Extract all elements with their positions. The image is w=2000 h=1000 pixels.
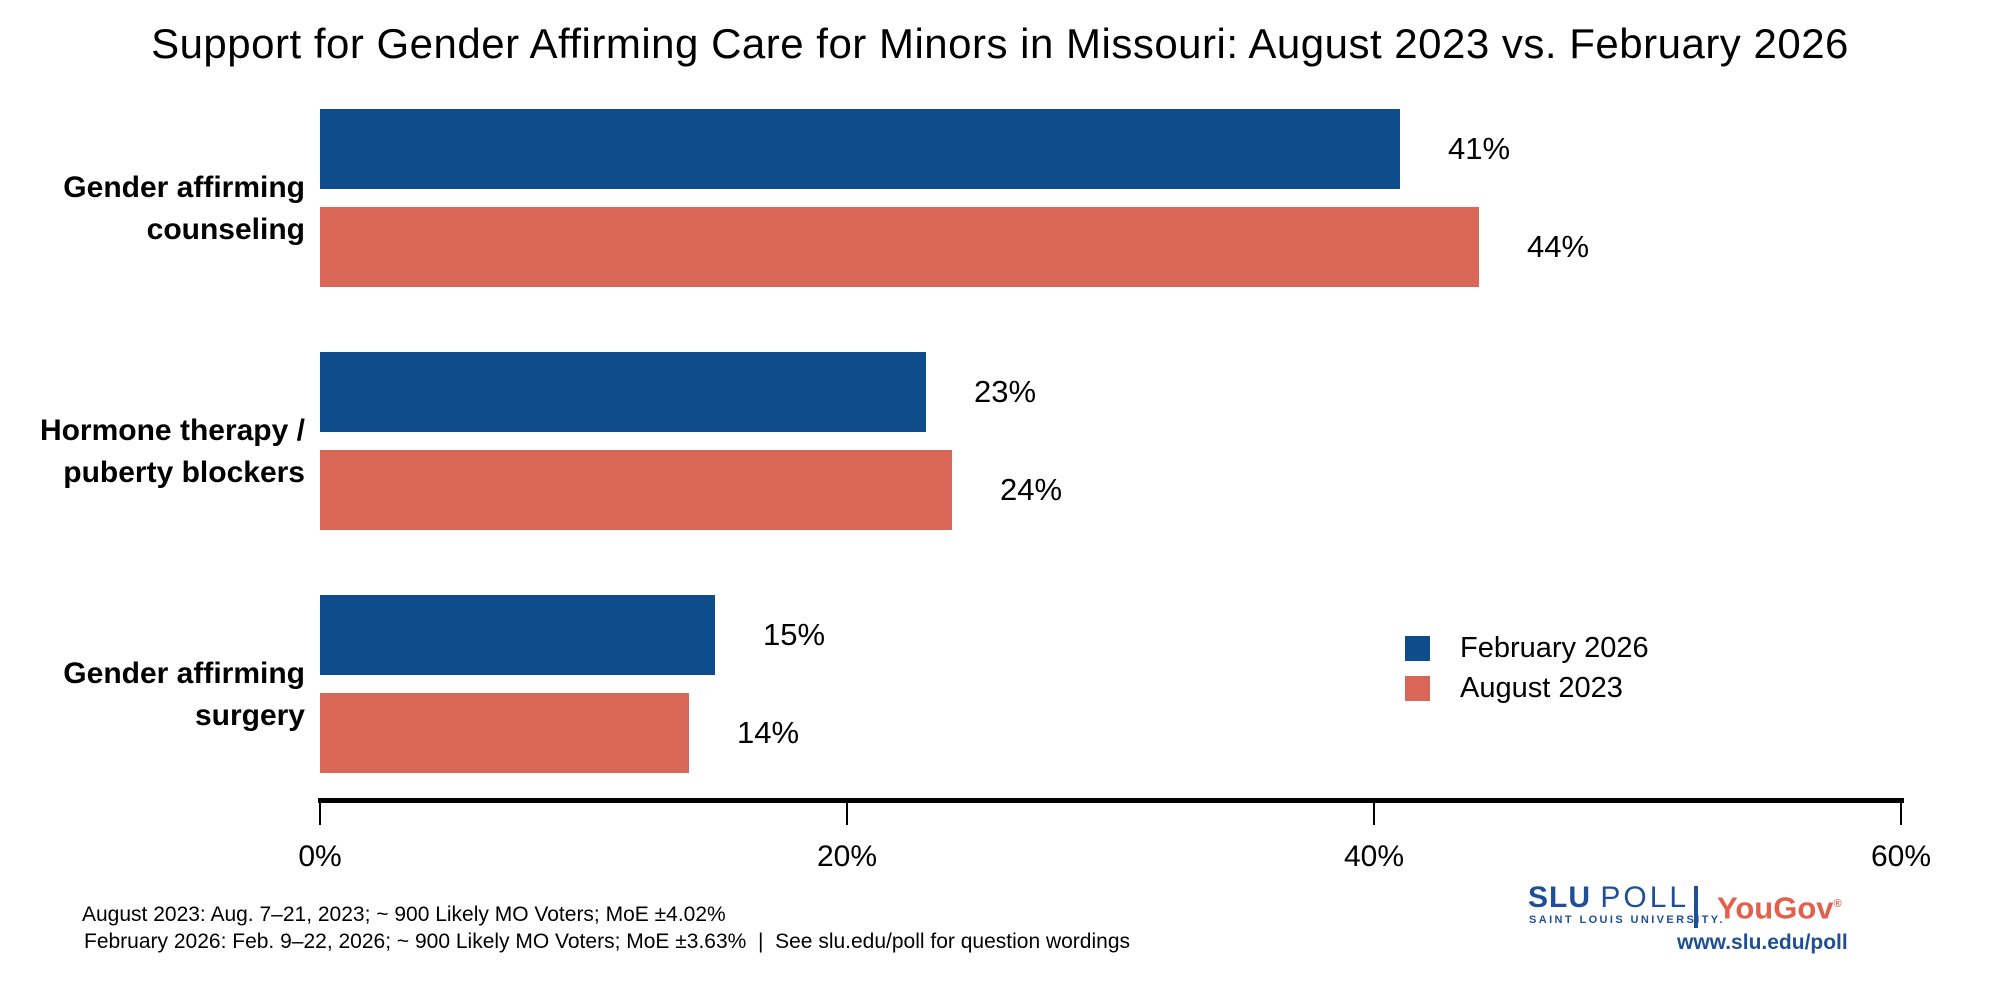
slu-poll-url: www.slu.edu/poll [1677,931,1848,954]
bar-february-2026-counseling [320,109,1400,189]
bar-february-2026-hormone-therapy [320,352,926,432]
registered-mark-icon: ® [1833,898,1842,910]
bar-row: 41% [320,109,1510,189]
legend-swatch-february-2026 [1405,635,1430,661]
category-label-surgery: Gender affirming surgery [0,653,305,737]
saint-louis-university-text: SAINT LOUIS UNIVERSITY. [1529,914,1725,926]
bar-august-2023-surgery [320,693,689,773]
tick-mark [1373,798,1375,825]
yougov-text: YouGov [1717,890,1834,926]
legend-item-august-2023: August 2023 [1405,668,1649,708]
bar-value-label: 15% [763,617,826,652]
tick-mark [1900,798,1902,825]
tick-mark [846,798,848,825]
legend: February 2026 August 2023 [1405,628,1649,708]
bar-august-2023-counseling [320,207,1479,287]
bar-value-label: 41% [1448,131,1511,166]
category-label-counseling: Gender affirming counseling [0,167,305,251]
footnote-august-2023: August 2023: Aug. 7–21, 2023; ~ 900 Like… [82,903,726,926]
x-axis-line [318,798,1904,803]
bar-row: 15% [320,595,825,675]
bar-value-label: 44% [1527,229,1590,264]
legend-item-february-2026: February 2026 [1405,628,1649,668]
brand-divider-bar [1694,886,1698,928]
bar-february-2026-surgery [320,595,715,675]
bar-value-label: 24% [1000,472,1063,507]
category-label-line: Gender affirming [63,657,305,690]
bar-row: 14% [320,693,799,773]
category-label-hormone-therapy: Hormone therapy / puberty blockers [0,410,305,494]
x-axis: 0% 20% 40% 60% [298,798,1931,888]
bar-row: 44% [320,207,1589,287]
bar-value-label: 23% [974,374,1037,409]
x-tick-label: 0% [298,840,342,873]
bar-row: 24% [320,450,1062,530]
footnote-february-2026: February 2026: Feb. 9–22, 2026; ~ 900 Li… [84,930,1131,953]
x-tick-label: 20% [816,840,878,873]
legend-label: February 2026 [1460,631,1649,664]
x-tick-label: 60% [1870,840,1932,873]
bar-august-2023-hormone-therapy [320,450,952,530]
yougov-logo: YouGov® [1717,888,1842,924]
legend-label: August 2023 [1460,671,1623,704]
category-label-line: Gender affirming [63,171,305,204]
bar-value-label: 14% [737,715,800,750]
chart-title: Support for Gender Affirming Care for Mi… [151,20,1849,67]
category-label-line: Hormone therapy / [39,414,305,447]
category-label-line: counseling [146,213,305,246]
legend-swatch-august-2023 [1405,675,1430,701]
x-tick-label: 40% [1343,840,1405,873]
category-label-line: surgery [194,699,305,732]
bar-row: 23% [320,352,1036,432]
tick-mark [319,798,321,825]
category-label-line: puberty blockers [63,456,305,489]
